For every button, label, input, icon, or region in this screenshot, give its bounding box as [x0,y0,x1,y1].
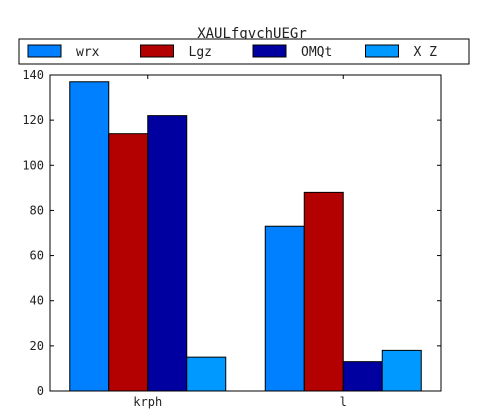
legend-label: wrx [76,45,100,60]
plot-frame [49,74,442,392]
x-tick-label: krph [133,395,162,409]
bar-wrx-l [264,225,305,392]
bar-x-z-l [381,349,422,392]
y-tick-label: 20 [30,339,44,353]
legend-label: Lgz [189,45,212,60]
bar-x-z-krph [186,356,227,392]
bar-omqt-l [342,361,383,392]
y-tick-label: 60 [30,249,44,263]
legend-swatch [365,44,399,58]
bars-layer [69,81,422,392]
bar-omqt-krph [147,115,188,392]
legend-label: OMQt [301,45,332,60]
y-axis: 0 20 40 60 80 100 120 140 [22,68,441,398]
y-tick-label: 0 [37,384,44,398]
y-tick-label: 120 [22,113,44,127]
legend-swatch [27,44,62,58]
bar-lgz-l [303,191,344,392]
chart-title: XAULfgvchUEGr [197,26,307,42]
x-tick-label: l [340,395,347,409]
x-axis: krph l [133,75,347,409]
legend: wrx Lgz OMQt X Z [18,38,470,65]
y-tick-label: 140 [22,68,44,82]
bar-lgz-krph [108,133,149,392]
y-tick-label: 40 [30,294,44,308]
bar-wrx-krph [69,81,110,392]
legend-swatch [252,44,287,58]
legend-swatch [140,44,174,58]
y-tick-label: 100 [22,158,44,172]
legend-label: X Z [414,45,438,60]
y-tick-label: 80 [30,203,44,217]
